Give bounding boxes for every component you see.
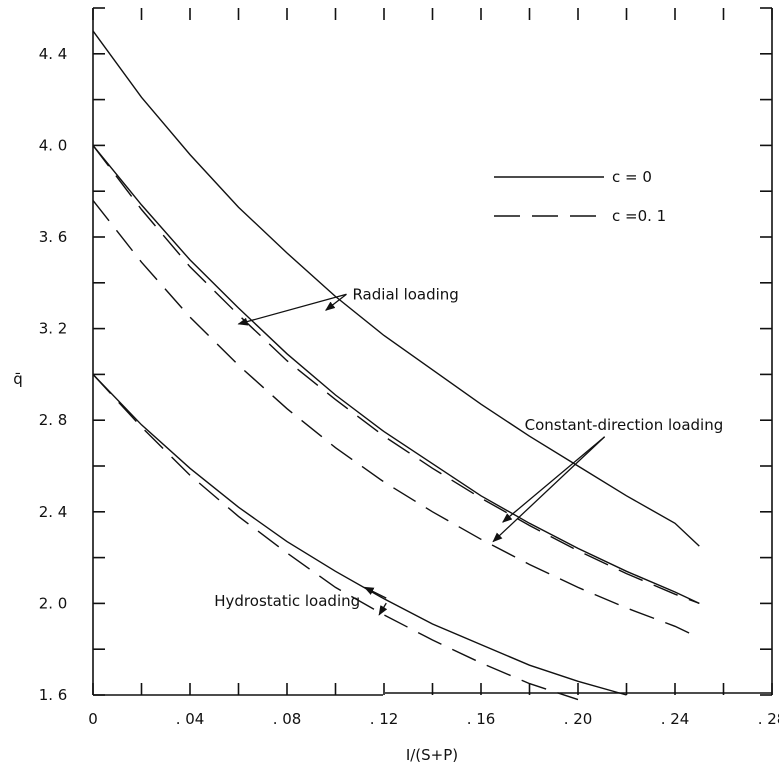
- annotation-1-arrow-1: [325, 293, 347, 311]
- series-6-line: [92, 373, 579, 701]
- x-tick-label: . 04: [176, 710, 205, 728]
- legend: c = 0 c =0. 1: [494, 168, 666, 225]
- annotation-2-arrow-1: [502, 436, 606, 523]
- y-tick-label: 2. 8: [39, 411, 68, 429]
- x-tick-label: . 28: [758, 710, 779, 728]
- y-tick-label: 4. 0: [39, 136, 68, 154]
- x-tick-label: . 12: [370, 710, 399, 728]
- x-tick-label: . 20: [564, 710, 593, 728]
- y-tick-label: 1. 6: [39, 686, 68, 704]
- y-tick-label: 4. 4: [39, 45, 68, 63]
- series-3-line: [92, 144, 700, 605]
- x-tick-label: . 24: [661, 710, 690, 728]
- x-tick-label: 0: [88, 710, 98, 728]
- annotation-3-arrow-1: [363, 586, 387, 599]
- y-tick-label: 3. 2: [39, 320, 68, 338]
- annotations: Radial loading Constant-direction loading…: [214, 285, 724, 616]
- x-axis-title: I/(S+P): [406, 746, 458, 764]
- annotation-3-text: Hydrostatic loading: [214, 592, 360, 610]
- series-2-line: [92, 144, 700, 605]
- x-tick-label: . 16: [467, 710, 496, 728]
- legend-label-1: c = 0: [612, 168, 652, 186]
- x-ticks: 0 . 04 . 08 . 12 . 16 . 20 . 24 . 28: [88, 8, 779, 728]
- legend-label-2: c =0. 1: [612, 207, 666, 225]
- series-1-line: [92, 30, 700, 547]
- y-axis-title: q̄: [13, 370, 23, 388]
- annotation-1-arrow-2: [237, 293, 347, 326]
- y-tick-label: 3. 6: [39, 228, 68, 246]
- annotation-3-arrow-2: [378, 602, 388, 616]
- x-tick-label: . 08: [273, 710, 302, 728]
- annotation-2-text: Constant-direction loading: [525, 416, 724, 434]
- series-5-line: [92, 373, 627, 696]
- series-layer: [92, 30, 700, 701]
- y-tick-label: 2. 4: [39, 503, 68, 521]
- series-4-line: [92, 199, 700, 639]
- annotation-2-arrow-2: [492, 436, 606, 543]
- y-ticks: 1. 6 2. 0 2. 4 2. 8 3. 2 3. 6 4. 0 4. 4: [39, 7, 772, 704]
- annotation-1-text: Radial loading: [352, 285, 458, 303]
- y-tick-label: 2. 0: [39, 594, 68, 612]
